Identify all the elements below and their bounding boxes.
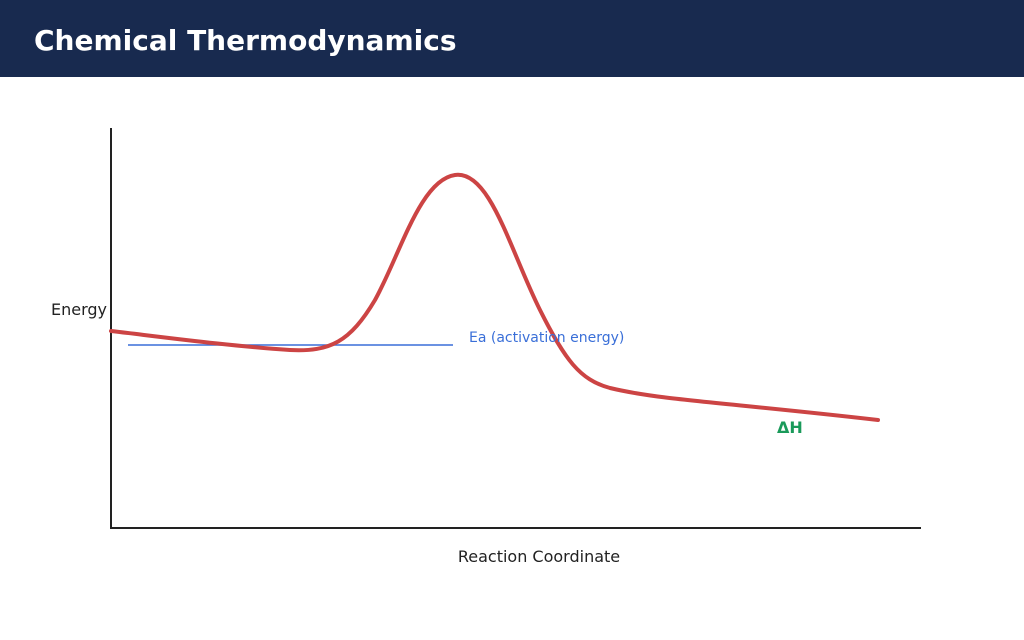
enthalpy-label: ΔH bbox=[777, 418, 803, 437]
activation-energy-label: Ea (activation energy) bbox=[469, 330, 624, 346]
reaction-energy-curve bbox=[109, 172, 880, 422]
y-axis-label: Energy bbox=[51, 300, 107, 319]
header-bar: Chemical Thermodynamics bbox=[0, 0, 1024, 77]
x-axis-label: Reaction Coordinate bbox=[458, 547, 620, 566]
page-title: Chemical Thermodynamics bbox=[34, 24, 457, 57]
